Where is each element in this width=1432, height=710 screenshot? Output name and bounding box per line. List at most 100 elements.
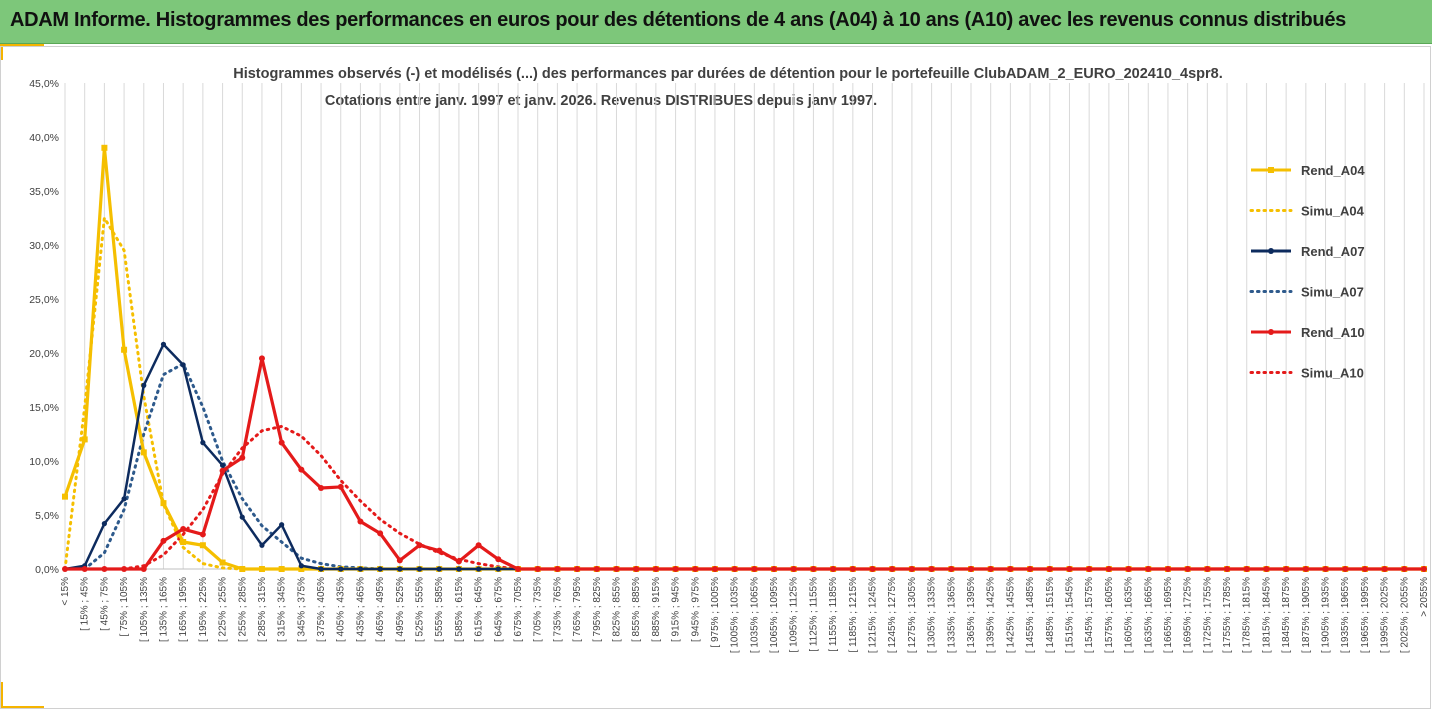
legend: Rend_A04 Simu_A04 Rend_A07 Simu_A07 Rend_A10… (1249, 163, 1365, 381)
data-point (160, 537, 167, 544)
x-tick-label: [ 495% ; 525% (395, 577, 406, 642)
data-point (101, 521, 107, 527)
x-tick-label: [ 1095% ; 1125% (789, 577, 800, 653)
x-tick-label: [ 435% ; 465% (355, 577, 366, 642)
x-tick-label: [ 1185% ; 1215% (848, 577, 859, 653)
series-line-rend_a10 (65, 356, 1424, 571)
x-tick-label: [ 45% ; 75% (99, 577, 110, 631)
data-point (633, 566, 640, 572)
y-tick-label: 10,0% (29, 456, 59, 468)
data-point (219, 467, 226, 474)
x-tick-label: [ 1875% ; 1905% (1301, 577, 1312, 653)
x-tick-label: [ 525% ; 555% (415, 577, 426, 642)
x-tick-label: [ 705% ; 735% (533, 577, 544, 642)
x-tick-label: [ 315% ; 345% (277, 577, 288, 642)
data-point (672, 566, 679, 572)
chart-title-line1: Histogrammes observés (-) et modélisés (… (233, 66, 1223, 82)
data-point (1046, 566, 1053, 572)
data-point (613, 566, 620, 572)
data-point (908, 566, 915, 572)
x-tick-label: [ 1665% ; 1695% (1163, 577, 1174, 653)
x-tick-label: [ 1605% ; 1635% (1124, 577, 1135, 653)
data-point (1283, 566, 1290, 572)
data-point (259, 542, 265, 548)
data-point (81, 566, 88, 572)
data-point (436, 566, 442, 572)
y-tick-label: 25,0% (29, 294, 59, 306)
report-title: ADAM Informe. Histogrammes des performan… (10, 9, 1346, 31)
data-point (62, 493, 68, 500)
grid (64, 83, 1425, 569)
data-point (357, 518, 364, 525)
data-point (337, 483, 344, 490)
data-point (476, 566, 482, 572)
data-point (751, 566, 758, 572)
data-point (239, 566, 246, 572)
data-point (160, 500, 167, 507)
data-point (338, 566, 344, 572)
y-tick-label: 35,0% (29, 186, 59, 198)
x-tick-label: [ 1935% ; 1965% (1340, 577, 1351, 653)
x-tick-label: [ 975% ; 1005% (710, 577, 721, 648)
data-point (258, 566, 265, 572)
x-tick-label: [ 1905% ; 1935% (1321, 577, 1332, 653)
x-tick-label: [ 1305% ; 1335% (927, 577, 938, 653)
x-tick-label: [ 675% ; 705% (513, 577, 524, 642)
x-tick-label: < 15% (60, 577, 71, 606)
data-point (219, 462, 226, 468)
x-tick-label: [ 1395% ; 1425% (986, 577, 997, 653)
legend-label: Simu_A04 (1301, 204, 1365, 219)
x-tick-label: [ 585% ; 615% (454, 577, 465, 642)
x-tick-label: > 2055% (1419, 577, 1430, 617)
data-point (1322, 566, 1329, 572)
x-tick-label: [ 2025% ; 2055% (1399, 577, 1410, 653)
legend-label: Simu_A10 (1301, 366, 1364, 381)
accent-bar (0, 44, 3, 60)
x-tick-label: [ 1215% ; 1245% (868, 577, 879, 653)
data-point (987, 566, 994, 572)
data-point (869, 566, 876, 572)
x-tick-label: [ 915% ; 945% (671, 577, 682, 642)
y-tick-label: 0,0% (35, 564, 59, 576)
x-tick-label: [ 1845% ; 1875% (1281, 577, 1292, 653)
data-point (554, 566, 561, 572)
data-point (1105, 566, 1112, 572)
x-tick-label: [ 795% ; 825% (592, 577, 603, 642)
x-tick-label: [ 1485% ; 1515% (1045, 577, 1056, 653)
data-point (1125, 566, 1132, 572)
x-tick-label: [ 75% ; 105% (119, 577, 130, 637)
data-point (731, 566, 738, 572)
x-tick-label: [ 1125% ; 1155% (808, 577, 819, 652)
data-point (495, 556, 502, 563)
x-tick-label: [ 375% ; 405% (316, 577, 327, 642)
x-tick-label: [ 255% ; 285% (237, 577, 248, 642)
x-tick-label: [ 135% ; 165% (158, 577, 169, 642)
x-tick-label: [ 1005% ; 1035% (730, 577, 741, 653)
data-point (830, 566, 837, 572)
x-tick-label: [ 1155% ; 1185% (828, 577, 839, 652)
data-point (1007, 566, 1014, 572)
x-tick-label: [ 1065% ; 1095% (769, 577, 780, 653)
x-tick-label: [ 1275% ; 1305% (907, 577, 918, 653)
chart-title-line2: Cotations entre janv. 1997 et janv. 2026… (325, 93, 877, 109)
x-tick-label: [ 1785% ; 1815% (1242, 577, 1253, 653)
series-line-simu_a07 (63, 362, 382, 571)
data-point (1204, 566, 1211, 572)
data-point (574, 566, 581, 572)
x-tick-label: [ 645% ; 675% (493, 577, 504, 642)
legend-marker (1268, 248, 1274, 254)
data-point (1401, 566, 1408, 572)
data-point (140, 566, 147, 572)
data-point (199, 542, 206, 549)
data-point (1164, 566, 1171, 572)
data-point (219, 559, 226, 566)
y-tick-label: 45,0% (29, 78, 59, 90)
data-point (475, 542, 482, 549)
y-tick-label: 15,0% (29, 402, 59, 414)
data-point (101, 144, 108, 151)
y-axis: 0,0% 5,0% 10,0% 15,0% 20,0% 25,0% 30,0% 35,0% 40… (29, 78, 59, 576)
data-point (849, 566, 856, 572)
x-tick-label: [ 615% ; 645% (474, 577, 485, 642)
data-point (515, 566, 521, 572)
x-tick-label: [ 1965% ; 1995% (1360, 577, 1371, 653)
